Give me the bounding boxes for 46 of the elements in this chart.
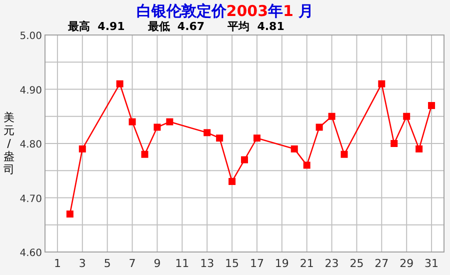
chart-title: 白银伦敦定价2003年1 月 [136, 2, 314, 20]
point [204, 129, 211, 136]
x-tick-label: 3 [78, 257, 86, 270]
point [216, 134, 224, 142]
x-tick-label: 15 [225, 257, 240, 270]
point [166, 118, 174, 126]
y-tick-label: 4.80 [20, 140, 42, 150]
y-axis-title: 美元/盎司 [4, 111, 14, 176]
x-tick-label: 23 [324, 257, 339, 270]
point [253, 134, 260, 142]
chart-subtitle: 最高 4.91 最低 4.67 平均 4.81 [67, 20, 284, 33]
point [154, 124, 161, 131]
point [141, 150, 148, 158]
point [128, 118, 136, 126]
point [428, 102, 436, 110]
x-tick-label: 1 [54, 257, 61, 270]
point [241, 156, 248, 164]
x-tick-label: 29 [400, 257, 414, 270]
y-tick-label: 4.90 [20, 85, 42, 96]
point [66, 210, 74, 218]
point [303, 162, 310, 169]
y-tick-label: 5.00 [20, 31, 42, 42]
x-tick-label: 21 [300, 257, 314, 270]
point [290, 145, 298, 152]
x-tick-label: 27 [374, 257, 389, 270]
x-tick-label: 9 [154, 257, 161, 270]
x-tick-label: 31 [424, 257, 439, 270]
x-tick-label: 5 [104, 257, 111, 270]
point [390, 140, 398, 147]
x-tick-label: 19 [274, 257, 289, 270]
x-tick-label: 13 [200, 257, 214, 270]
point [416, 145, 423, 152]
point [78, 145, 86, 152]
x-tick-label: 17 [250, 257, 264, 270]
x-tick-label: 7 [128, 257, 136, 270]
point [378, 80, 386, 88]
point [316, 124, 323, 131]
x-tick-label: 25 [350, 257, 364, 270]
y-tick-label: 4.70 [20, 194, 42, 205]
point [116, 80, 124, 88]
point [328, 112, 336, 120]
point [403, 112, 410, 120]
point [340, 150, 348, 158]
y-tick-label: 4.60 [20, 248, 42, 259]
x-tick-label: 11 [175, 257, 190, 270]
point [228, 178, 236, 185]
